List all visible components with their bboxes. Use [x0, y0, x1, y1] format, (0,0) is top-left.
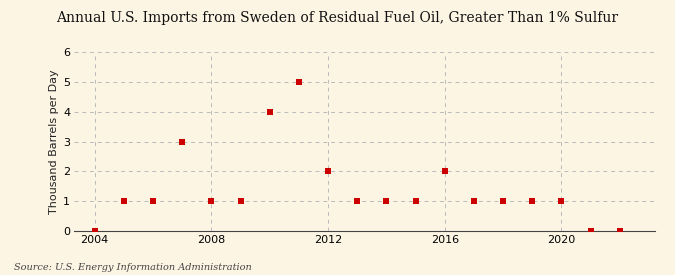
- Point: [468, 199, 479, 204]
- Point: [177, 139, 188, 144]
- Point: [206, 199, 217, 204]
- Text: Source: U.S. Energy Information Administration: Source: U.S. Energy Information Administ…: [14, 263, 251, 272]
- Point: [585, 229, 596, 233]
- Point: [439, 169, 450, 174]
- Point: [89, 229, 100, 233]
- Point: [381, 199, 392, 204]
- Point: [294, 80, 304, 84]
- Point: [497, 199, 508, 204]
- Point: [118, 199, 129, 204]
- Point: [526, 199, 537, 204]
- Point: [614, 229, 625, 233]
- Text: Annual U.S. Imports from Sweden of Residual Fuel Oil, Greater Than 1% Sulfur: Annual U.S. Imports from Sweden of Resid…: [57, 11, 618, 25]
- Point: [148, 199, 159, 204]
- Point: [410, 199, 421, 204]
- Point: [235, 199, 246, 204]
- Point: [265, 110, 275, 114]
- Point: [323, 169, 333, 174]
- Y-axis label: Thousand Barrels per Day: Thousand Barrels per Day: [49, 69, 59, 214]
- Point: [352, 199, 362, 204]
- Point: [556, 199, 567, 204]
